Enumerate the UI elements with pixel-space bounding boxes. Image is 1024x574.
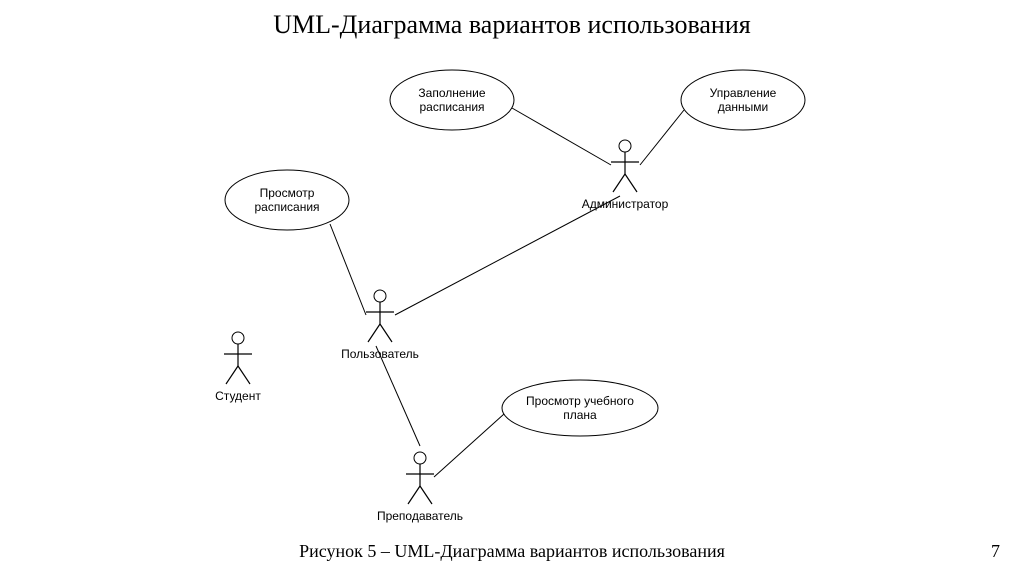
actor-leg-r [238,366,250,384]
actor-leg-l [226,366,238,384]
usecase-label: Просмотр [260,186,315,200]
usecase-label: данными [718,100,769,114]
actor-label: Преподаватель [377,509,463,523]
actor-label: Администратор [582,197,669,211]
figure-caption: Рисунок 5 – UML-Диаграмма вариантов испо… [0,541,1024,562]
association-edge [330,224,366,315]
usecase-label: расписания [419,100,484,114]
page-number: 7 [991,541,1000,562]
usecase-label: Просмотр учебного [526,394,634,408]
actor-leg-r [420,486,432,504]
actor-actor_user: Пользователь [341,290,419,361]
association-edge [434,414,504,477]
actor-label: Пользователь [341,347,419,361]
usecase-label: Заполнение [418,86,485,100]
actor-head [232,332,244,344]
actor-actor_student: Студент [215,332,261,403]
usecase-uc_viewsch: Просмотррасписания [225,170,349,230]
association-edge [512,108,611,165]
usecase-uc_manage: Управлениеданными [681,70,805,130]
actor-label: Студент [215,389,261,403]
actor-leg-r [625,174,637,192]
association-edge [376,346,420,446]
association-edge [395,196,620,315]
usecase-uc_fill: Заполнениерасписания [390,70,514,130]
usecase-label: плана [563,408,597,422]
actor-head [619,140,631,152]
actor-leg-l [613,174,625,192]
actor-leg-l [408,486,420,504]
actor-head [374,290,386,302]
actor-leg-l [368,324,380,342]
uml-diagram-svg: ЗаполнениерасписанияУправлениеданнымиПро… [0,0,1024,574]
actor-actor_admin: Администратор [582,140,669,211]
usecase-label: Управление [710,86,777,100]
actor-leg-r [380,324,392,342]
diagram-stage: UML-Диаграмма вариантов использования За… [0,0,1024,574]
association-edge [640,110,684,165]
actor-head [414,452,426,464]
usecase-label: расписания [254,200,319,214]
usecase-uc_viewplan: Просмотр учебногоплана [502,380,658,436]
